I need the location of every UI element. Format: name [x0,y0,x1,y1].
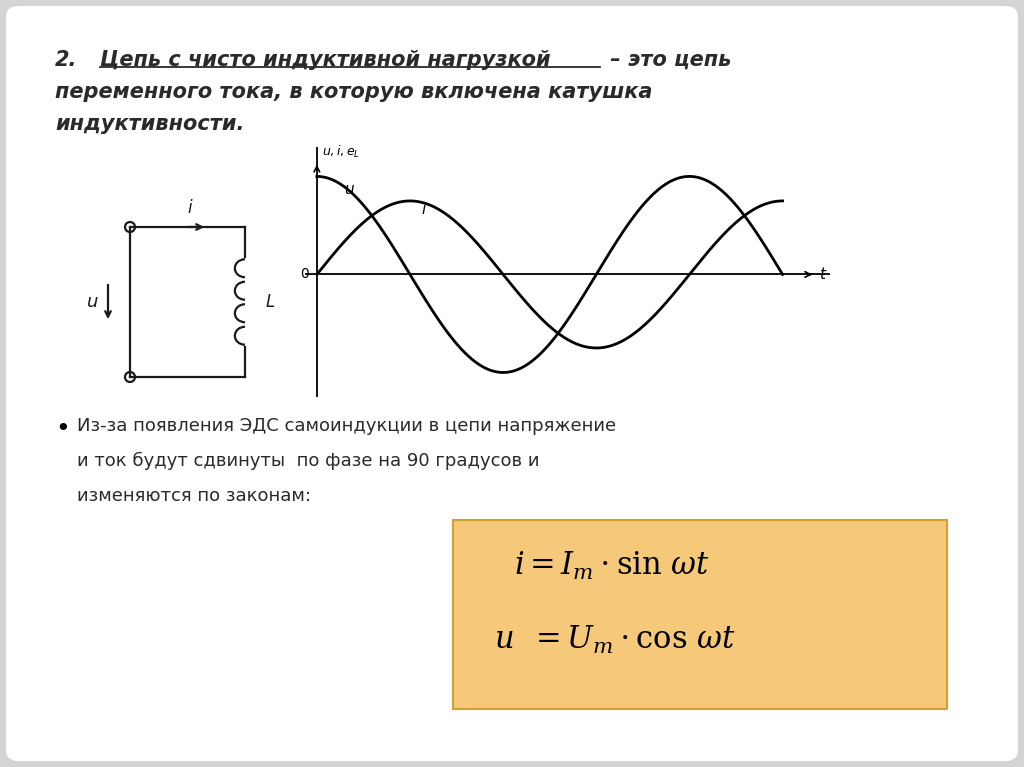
Text: $0$: $0$ [300,268,309,281]
Text: переменного тока, в которую включена катушка: переменного тока, в которую включена кат… [55,82,652,102]
Text: Цепь с чисто индуктивной нагрузкой: Цепь с чисто индуктивной нагрузкой [100,50,551,70]
Text: Из-за появления ЭДС самоиндукции в цепи напряжение: Из-за появления ЭДС самоиндукции в цепи … [77,417,616,435]
FancyBboxPatch shape [453,520,947,709]
Text: изменяются по законам:: изменяются по законам: [77,487,311,505]
Text: $i$: $i$ [186,199,194,217]
FancyBboxPatch shape [6,6,1018,761]
Text: $i$: $i$ [421,201,427,216]
Text: $u$: $u$ [86,293,98,311]
Text: 2.: 2. [55,50,78,70]
Text: индуктивности.: индуктивности. [55,114,245,134]
Text: $u,i,e_L$: $u,i,e_L$ [322,143,359,160]
Text: $i = I_m \cdot \sin\,\omega t$: $i = I_m \cdot \sin\,\omega t$ [514,550,710,582]
Text: •: • [55,417,70,441]
Text: $u \;\; = U_m \cdot \cos\,\omega t$: $u \;\; = U_m \cdot \cos\,\omega t$ [495,624,736,656]
Text: $u$: $u$ [344,182,355,197]
Text: и ток будут сдвинуты  по фазе на 90 градусов и: и ток будут сдвинуты по фазе на 90 граду… [77,452,540,470]
Text: – это цепь: – это цепь [603,50,731,70]
Text: $L$: $L$ [265,293,275,311]
Text: $t$: $t$ [819,266,827,282]
